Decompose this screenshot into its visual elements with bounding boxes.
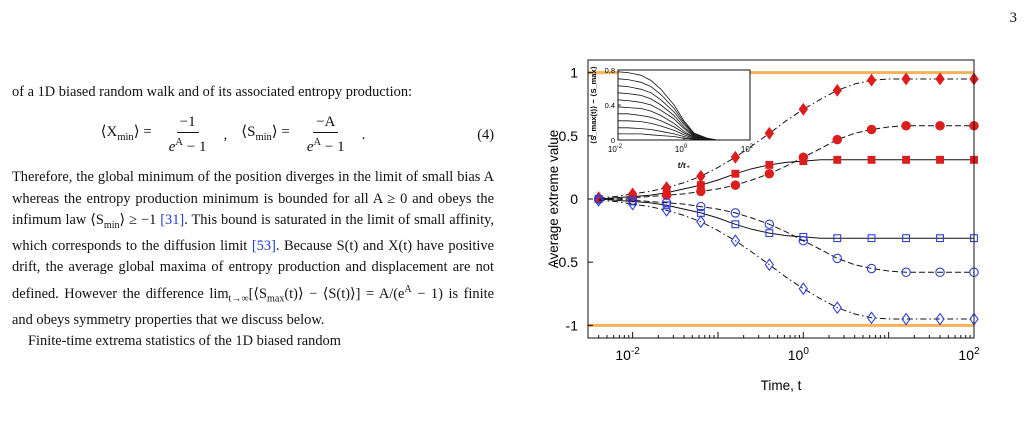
marker-s0-6	[696, 169, 706, 183]
marker-s4-4	[661, 198, 672, 208]
equation-4: ⟨Xmin⟩ = −1 eA − 1 , ⟨Smin⟩ = −A eA − 1 …	[100, 114, 494, 156]
marker-s5-12	[798, 282, 808, 296]
y-tick-label-1: 0.5	[559, 128, 579, 144]
page-number: 3	[1009, 10, 1018, 26]
marker-s3-16	[867, 234, 876, 243]
fraction-x: −1 eA − 1	[168, 114, 207, 156]
marker-s4-6	[696, 201, 706, 212]
paragraph-2: Therefore, the global minimum of the pos…	[12, 169, 495, 328]
marker-s5-10	[764, 258, 775, 272]
marker-s1-18	[901, 120, 911, 131]
marker-s2-8	[731, 169, 740, 178]
marker-s2-4	[662, 188, 671, 197]
marker-s4-12	[798, 235, 809, 246]
paragraph-3: Finite-time extrema statistics of the 1D…	[28, 332, 341, 349]
inset-y-tick-label-0: 0.8	[605, 66, 615, 75]
marker-s5-16	[866, 311, 877, 325]
marker-s4-16	[866, 263, 877, 274]
marker-s3-14	[833, 234, 842, 243]
marker-s4-2	[627, 195, 638, 206]
marker-s4-20	[935, 267, 945, 278]
inset-x-tick-label-0: 10-2	[608, 144, 623, 154]
inset-y-tick-label-2: 0	[611, 136, 615, 145]
marker-s4-8	[730, 208, 741, 218]
inset-x-tick-label-1: 100	[675, 144, 688, 154]
marker-s0-12	[798, 102, 808, 116]
marker-s2-20	[936, 155, 944, 164]
inset-y-tick-label-1: 0.4	[605, 101, 615, 110]
marker-s5-6	[696, 215, 706, 229]
marker-s3-18	[902, 234, 911, 243]
marker-s3-20	[936, 234, 944, 243]
y-tick-label-0: 1	[570, 65, 578, 81]
marker-s5-14	[832, 301, 842, 315]
inset-frame	[617, 69, 751, 141]
marker-s4-18	[901, 267, 911, 278]
series-line-0	[598, 78, 974, 199]
marker-s1-8	[730, 180, 741, 190]
marker-s0-10	[764, 126, 775, 140]
marker-s0-8	[730, 150, 741, 164]
marker-s5-8	[730, 234, 741, 248]
marker-s4-10	[764, 219, 775, 230]
inset-y-label: ⟨S_max(t)⟩ − ⟨S_max⟩	[589, 66, 598, 144]
x-tick-label-1: 100	[788, 346, 810, 363]
marker-s5-4	[661, 203, 672, 217]
marker-s5-20	[935, 312, 945, 326]
y-tick-label-4: -1	[566, 317, 579, 333]
marker-s0-18	[901, 72, 911, 86]
marker-s2-18	[902, 155, 911, 164]
marker-s2-6	[696, 181, 705, 190]
marker-s2-16	[867, 155, 876, 164]
inset-x-label: t/τ₊	[678, 161, 690, 170]
left-column: of a 1D biased random walk and of its as…	[12, 82, 494, 352]
figure-extreme-values: 1 0.5 0 -0.5 -1 10-2 100 102 Average extreme v…	[546, 59, 980, 393]
marker-s5-0	[593, 193, 604, 207]
citation-53[interactable]: [53]	[251, 238, 276, 255]
marker-s0-20	[935, 72, 945, 86]
marker-s1-16	[866, 124, 877, 135]
x-tick-label-0: 10-2	[615, 346, 640, 363]
fraction-s: −A eA − 1	[306, 114, 345, 156]
marker-s1-20	[935, 120, 945, 131]
series-line-5	[598, 199, 974, 320]
marker-s1-14	[832, 134, 843, 145]
marker-s5-2	[627, 197, 638, 211]
series-line-1	[598, 125, 974, 200]
inset-chart: 0.8 0.4 010-2 100 102 ⟨S_max(t)⟩ − ⟨S_max⟩ t…	[589, 66, 754, 170]
citation-31[interactable]: [31]	[160, 211, 185, 228]
series-line-4	[598, 198, 974, 273]
paragraph-1: of a 1D biased random walk and of its as…	[12, 84, 413, 100]
marker-s0-16	[866, 73, 877, 87]
inset-x-tick-label-2: 102	[741, 144, 754, 154]
marker-s2-12	[799, 157, 808, 166]
equation-number: (4)	[477, 126, 494, 143]
x-axis-label: Time, t	[761, 378, 802, 393]
marker-s3-8	[731, 220, 740, 229]
marker-s1-10	[764, 168, 775, 179]
series-line-3	[598, 198, 974, 239]
marker-s4-14	[832, 253, 843, 264]
y-axis-label: Average extreme value	[546, 130, 561, 269]
x-tick-label-2: 102	[958, 346, 980, 363]
y-tick-label-2: 0	[570, 191, 578, 207]
marker-s2-14	[833, 155, 842, 164]
marker-s5-18	[901, 312, 911, 326]
series-line-2	[598, 159, 974, 200]
y-tick-label-3: -0.5	[554, 254, 578, 270]
marker-s3-10	[765, 229, 774, 238]
marker-s2-10	[765, 160, 774, 169]
marker-s0-14	[832, 83, 842, 97]
